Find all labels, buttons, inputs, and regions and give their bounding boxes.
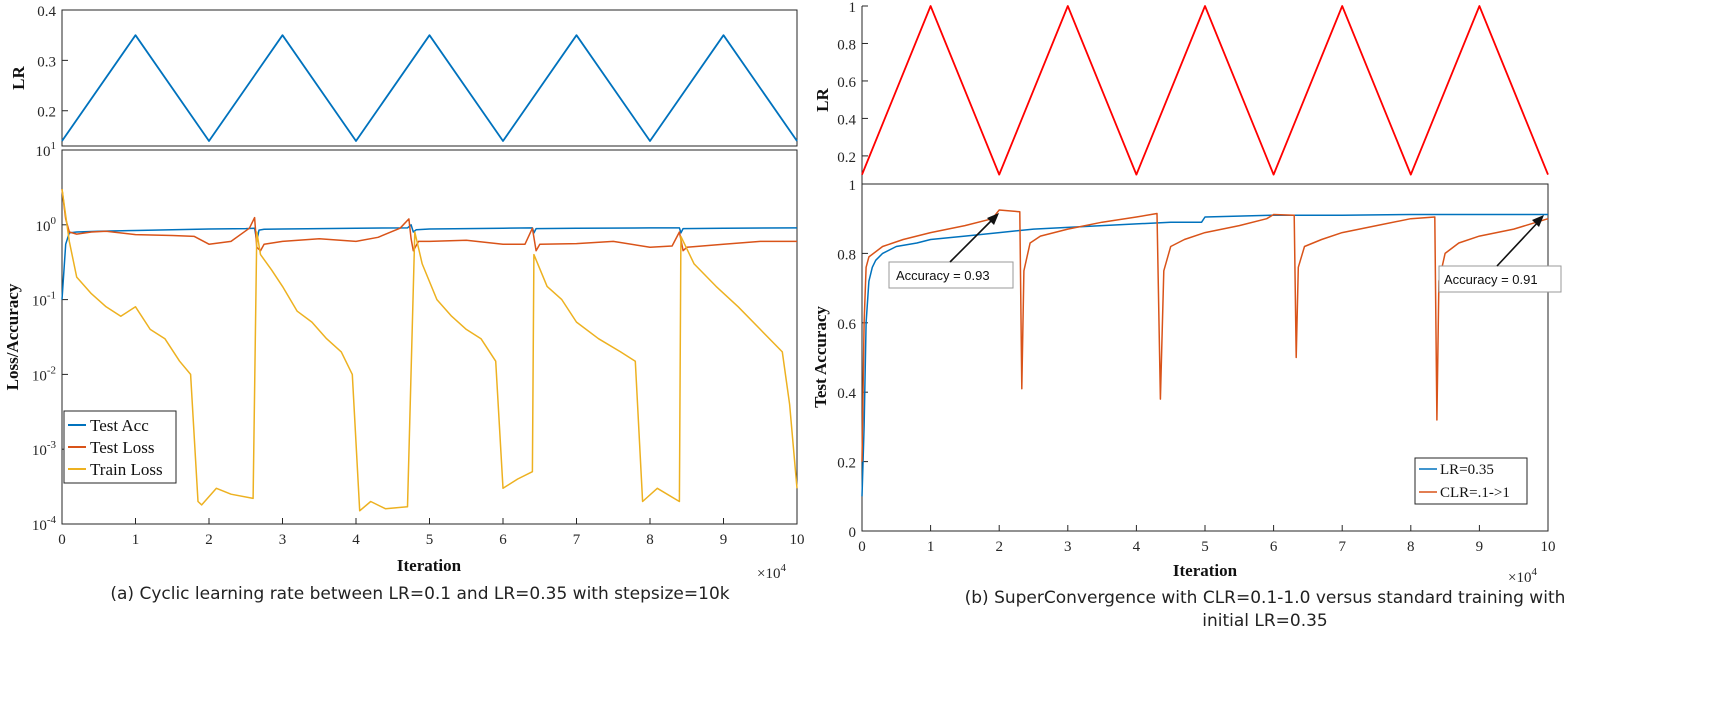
- chart-b-bottom: 00.20.40.60.810 1 2 3 4 5 6 7 8 9 10 Test Accuracy…: [811, 178, 1562, 586]
- ytick-label-exp: 0: [51, 215, 57, 227]
- ytick-label: 0.2: [837, 456, 856, 472]
- annotation-1-text: Accuracy = 0.93: [896, 268, 990, 283]
- xtick-label: 2: [205, 532, 213, 548]
- annotation-1-arrow-shaft: [949, 216, 996, 263]
- legend-a-label-train-loss: Train Loss: [90, 460, 163, 479]
- xtick-label: 4: [352, 532, 360, 548]
- ytick-label: 0.8: [837, 247, 856, 263]
- xtick-label: 2: [995, 539, 1003, 555]
- ytick-label: 0.2: [837, 150, 856, 166]
- chart-a-bottom-x-multiplier: ×104: [757, 562, 786, 582]
- ytick-label-exp: -3: [47, 439, 57, 451]
- xtick-label: 3: [279, 532, 287, 548]
- xtick-label: 8: [1407, 539, 1415, 555]
- chart-b-bottom-x-multiplier-exp: 4: [1531, 566, 1537, 578]
- legend-b-label-clr: CLR=.1->1: [1440, 485, 1510, 501]
- xtick-label: 8: [646, 532, 654, 548]
- annotation-1-arrow-head: [987, 213, 999, 225]
- chart-a-bottom-x-multiplier-base: ×10: [757, 566, 780, 582]
- chart-b-bottom-x-multiplier: ×104: [1508, 566, 1537, 586]
- annotation-1-box: [888, 261, 1014, 289]
- legend-b-box: [1414, 457, 1528, 505]
- chart-b-annotation-1: Accuracy = 0.93: [888, 213, 1014, 289]
- xtick-label: 0: [58, 532, 66, 548]
- ytick-label: 0: [849, 525, 857, 541]
- legend-a-label-test-loss: Test Loss: [90, 438, 154, 457]
- caption-b-line1: (b) SuperConvergence with CLR=0.1-1.0 ve…: [964, 588, 1566, 608]
- ytick-label: 10-1: [32, 290, 56, 310]
- chart-b-bottom-ylabel: Test Accuracy: [811, 306, 830, 408]
- xtick-label: 5: [1201, 539, 1209, 555]
- chart-b-annotation-2: Accuracy = 0.91: [1438, 215, 1562, 293]
- ytick-label: 0.4: [37, 4, 56, 20]
- xtick-label: 3: [1064, 539, 1072, 555]
- ytick-label: 1: [849, 0, 857, 16]
- ytick-label: 0.4: [837, 112, 856, 128]
- chart-b-bottom-xlabel: Iteration: [1173, 561, 1238, 580]
- ytick-label: 1: [849, 178, 857, 194]
- chart-a-bottom-legend: Test Acc Test Loss Train Loss: [63, 410, 177, 484]
- series-line-series-0: [61, 34, 798, 142]
- xtick-label: 9: [720, 532, 728, 548]
- ytick-label-exp: 1: [51, 140, 57, 152]
- chart-a-top: 0.2 0.3 0.4 LR: [9, 4, 798, 147]
- chart-a-top-frame: [61, 9, 798, 147]
- ytick-label: 10-3: [32, 439, 57, 459]
- xtick-label: 9: [1476, 539, 1484, 555]
- xtick-label: 1: [927, 539, 935, 555]
- ytick-label: 0.2: [37, 105, 56, 121]
- chart-b-top: 0.2 0.4 0.6 0.8 1 LR: [813, 0, 1549, 185]
- xtick-label: 0: [858, 539, 866, 555]
- ytick-label-exp: -4: [47, 514, 57, 526]
- chart-b-bottom-x-multiplier-base: ×10: [1508, 570, 1531, 586]
- chart-b-bottom-legend: LR=0.35 CLR=.1->1: [1414, 457, 1528, 505]
- ytick-label: 100: [36, 215, 57, 235]
- ytick-label-exp: -1: [47, 290, 56, 302]
- xtick-label: 10: [1541, 539, 1556, 555]
- series-line-test-acc: [61, 224, 798, 300]
- xtick-label: 7: [1338, 539, 1346, 555]
- annotation-2-box: [1438, 265, 1562, 293]
- ytick-label-base: 10: [32, 443, 47, 459]
- chart-a-top-ylabel: LR: [9, 65, 28, 89]
- xtick-label: 7: [573, 532, 581, 548]
- chart-a-bottom-x-multiplier-exp: 4: [780, 562, 786, 574]
- ytick-label: 0.6: [837, 317, 856, 333]
- xtick-label: 6: [499, 532, 507, 548]
- ytick-label: 0.8: [837, 37, 856, 53]
- annotation-2-arrow-head: [1532, 215, 1544, 227]
- series-line-clr-1-1: [861, 209, 1549, 462]
- xtick-label: 4: [1133, 539, 1141, 555]
- ytick-label: 0.6: [837, 75, 856, 91]
- annotation-2-text: Accuracy = 0.91: [1444, 272, 1538, 287]
- chart-a-bottom-ylabel: Loss/Accuracy: [3, 283, 22, 390]
- ytick-label-base: 10: [36, 219, 51, 235]
- ytick-label-base: 10: [32, 518, 47, 534]
- xtick-label: 1: [132, 532, 140, 548]
- legend-b-label-lr035: LR=0.35: [1440, 462, 1494, 478]
- xtick-label: 6: [1270, 539, 1278, 555]
- legend-a-label-test-acc: Test Acc: [90, 416, 149, 435]
- ytick-label: 10-4: [32, 514, 57, 534]
- series-line-test-loss: [61, 189, 797, 252]
- caption-b-line2: initial LR=0.35: [1202, 611, 1328, 631]
- chart-a-bottom-xlabel: Iteration: [397, 556, 462, 575]
- caption-a: (a) Cyclic learning rate between LR=0.1 …: [110, 584, 730, 604]
- ytick-label: 101: [36, 140, 57, 160]
- ytick-label: 0.4: [837, 386, 856, 402]
- ytick-label: 10-2: [32, 364, 56, 384]
- ytick-label-base: 10: [36, 144, 51, 160]
- annotation-2-arrow-shaft: [1496, 219, 1541, 267]
- ytick-label-base: 10: [32, 368, 47, 384]
- ytick-label-base: 10: [32, 294, 47, 310]
- xtick-label: 5: [426, 532, 434, 548]
- chart-b-top-ylabel: LR: [813, 87, 832, 111]
- series-line-train-loss: [61, 188, 798, 512]
- series-line-series-0: [861, 5, 1549, 176]
- ytick-label-exp: -2: [47, 364, 56, 376]
- ytick-label: 0.3: [37, 54, 56, 70]
- xtick-label: 10: [790, 532, 805, 548]
